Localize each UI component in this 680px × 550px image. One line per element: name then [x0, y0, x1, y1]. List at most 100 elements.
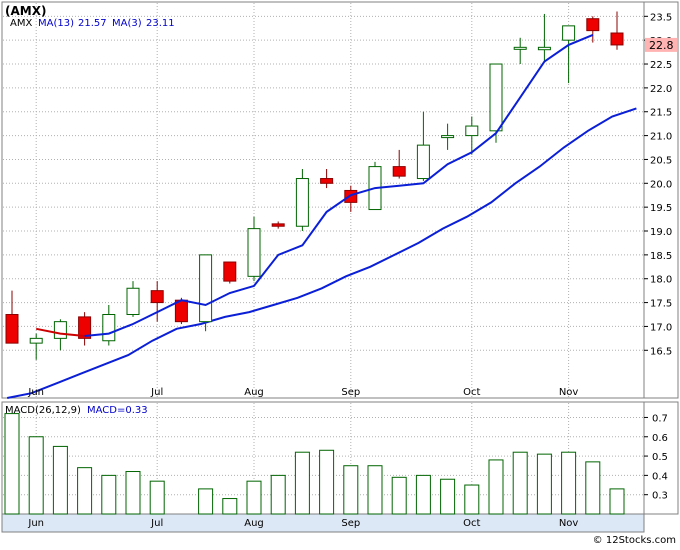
macd-axis-strip	[643, 401, 679, 515]
macd-bar	[488, 459, 504, 515]
macd-tick-label: 0.3	[652, 491, 668, 502]
macd-bar	[101, 474, 117, 515]
month-label-bottom-sep: Sep	[341, 518, 360, 529]
candle-body	[416, 144, 430, 180]
macd-bar	[125, 471, 141, 515]
macd-bar	[415, 474, 431, 515]
candle-body	[199, 254, 213, 323]
ma13-line	[7, 107, 637, 399]
legend-ma13-value: 21.57	[78, 18, 107, 29]
price-tick-label: 23.5	[650, 12, 672, 23]
candle-body	[610, 32, 624, 46]
candle-body	[513, 46, 527, 50]
candle-body	[392, 166, 406, 177]
macd-tick-label: 0.5	[652, 452, 668, 463]
macd-bar	[222, 498, 238, 515]
candle-body	[29, 337, 43, 344]
macd-bar	[319, 449, 335, 515]
month-label-bottom-oct: Oct	[463, 518, 480, 529]
candle-body	[150, 290, 164, 304]
macd-bar	[585, 461, 601, 515]
price-tick-label: 17.0	[650, 322, 672, 333]
candle-body	[5, 314, 19, 344]
month-label-sep: Sep	[341, 387, 360, 398]
macd-bar	[464, 484, 480, 515]
candle-body	[174, 299, 188, 323]
macd-bar	[77, 467, 93, 515]
macd-bar	[270, 474, 286, 515]
macd-bar	[28, 436, 44, 515]
macd-bar	[343, 465, 359, 515]
macd-bar	[391, 476, 407, 515]
price-tick-label: 19.5	[650, 203, 672, 214]
macd-bar	[149, 480, 165, 515]
macd-legend-label: MACD(26,12,9)	[5, 405, 81, 416]
month-label-jul: Jul	[150, 387, 163, 398]
candle-body	[247, 228, 261, 277]
candle-body	[223, 261, 237, 282]
candle-body	[441, 135, 455, 139]
month-label-aug: Aug	[244, 387, 264, 398]
candle-body	[586, 18, 600, 32]
macd-bar	[367, 465, 383, 515]
price-tick-label: 18.5	[650, 251, 672, 262]
price-axis-strip	[643, 1, 679, 399]
x-axis-strip	[1, 513, 645, 533]
macd-bar	[512, 451, 528, 515]
candle-body	[53, 321, 67, 339]
macd-legend-value: MACD=0.33	[87, 405, 148, 416]
month-label-bottom-nov: Nov	[559, 518, 579, 529]
price-tick-label: 22.0	[650, 84, 672, 95]
last-price-label: 22.8	[649, 39, 674, 52]
macd-bar	[4, 413, 20, 515]
macd-bar	[52, 445, 68, 515]
candle-body	[78, 316, 92, 339]
last-price-badge	[645, 37, 677, 52]
legend-ma13-label: MA(13)	[38, 18, 74, 29]
watermark: © 12Stocks.com	[593, 535, 676, 546]
candle-body	[465, 125, 479, 137]
price-tick-label: 18.0	[650, 275, 672, 286]
candle-body	[562, 25, 576, 41]
candle-body	[320, 178, 334, 184]
candle-body	[344, 189, 358, 203]
price-tick-label: 20.5	[650, 155, 672, 166]
month-label-bottom-jun: Jun	[27, 518, 44, 529]
macd-bar	[294, 451, 310, 515]
ma3-line	[84, 33, 594, 337]
month-label-bottom-jul: Jul	[150, 518, 163, 529]
ma3-line-down	[36, 327, 85, 337]
macd-tick-label: 0.7	[652, 413, 668, 424]
legend-ticker: AMX	[10, 18, 32, 29]
macd-bar	[198, 488, 214, 515]
month-label-oct: Oct	[463, 387, 480, 398]
legend-ma3-value: 23.11	[146, 18, 175, 29]
month-label-nov: Nov	[559, 387, 579, 398]
price-tick-label: 20.0	[650, 179, 672, 190]
price-tick-label: 17.5	[650, 299, 672, 310]
macd-bar	[440, 478, 456, 515]
month-label-bottom-aug: Aug	[244, 518, 264, 529]
candle-body	[489, 63, 503, 132]
price-tick-label: 21.0	[650, 132, 672, 143]
price-tick-label: 21.5	[650, 108, 672, 119]
price-panel-frame	[1, 1, 645, 399]
macd-bar	[536, 453, 552, 515]
macd-tick-label: 0.4	[652, 471, 668, 482]
chart-title: (AMX)	[5, 4, 46, 18]
macd-bar	[246, 480, 262, 515]
month-label-jun: Jun	[27, 387, 44, 398]
candle-body	[271, 223, 285, 227]
candle-body	[295, 178, 309, 227]
candle-body	[537, 46, 551, 51]
price-tick-label: 16.5	[650, 346, 672, 357]
legend-ma3-label: MA(3)	[112, 18, 142, 29]
macd-bar	[561, 451, 577, 515]
price-tick-label: 19.0	[650, 227, 672, 238]
price-tick-label: 22.5	[650, 60, 672, 71]
candle-body	[102, 314, 116, 342]
macd-bar	[609, 488, 625, 515]
macd-tick-label: 0.6	[652, 433, 668, 444]
